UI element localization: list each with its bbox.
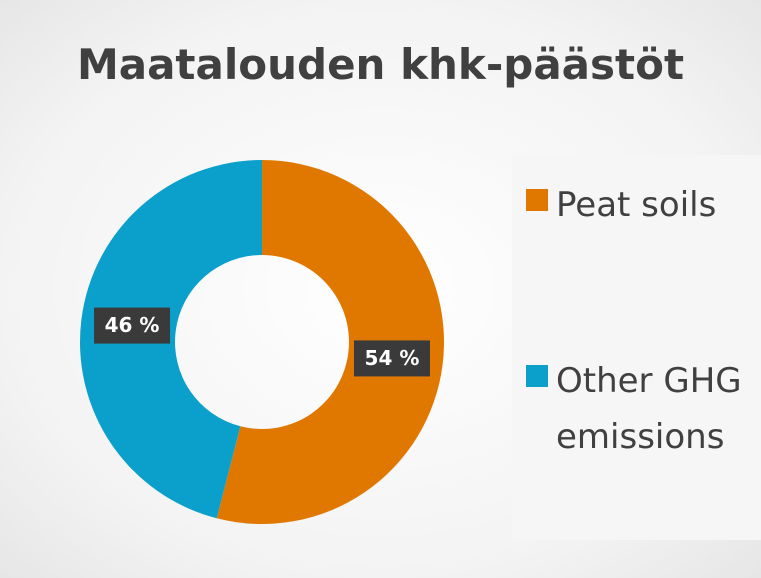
legend-item: Other GHG emissions — [526, 353, 751, 465]
chart-title: Maatalouden khk-päästöt — [76, 40, 685, 89]
legend-label: Peat soils — [556, 185, 717, 225]
legend: Peat soils Other GHG emissions — [512, 155, 761, 540]
data-label-box — [94, 307, 171, 344]
legend-label: Other GHG emissions — [556, 361, 742, 457]
data-label-text: 46 % — [105, 313, 160, 337]
legend-swatch — [526, 365, 548, 387]
data-label-box — [353, 340, 430, 377]
slice — [79, 160, 262, 519]
data-label: 46 % — [94, 307, 171, 344]
data-label: 54 % — [353, 340, 430, 377]
legend-item: Peat soils — [526, 177, 751, 233]
legend-swatch — [526, 189, 548, 211]
data-label-text: 54 % — [365, 346, 420, 370]
slice — [216, 160, 444, 524]
